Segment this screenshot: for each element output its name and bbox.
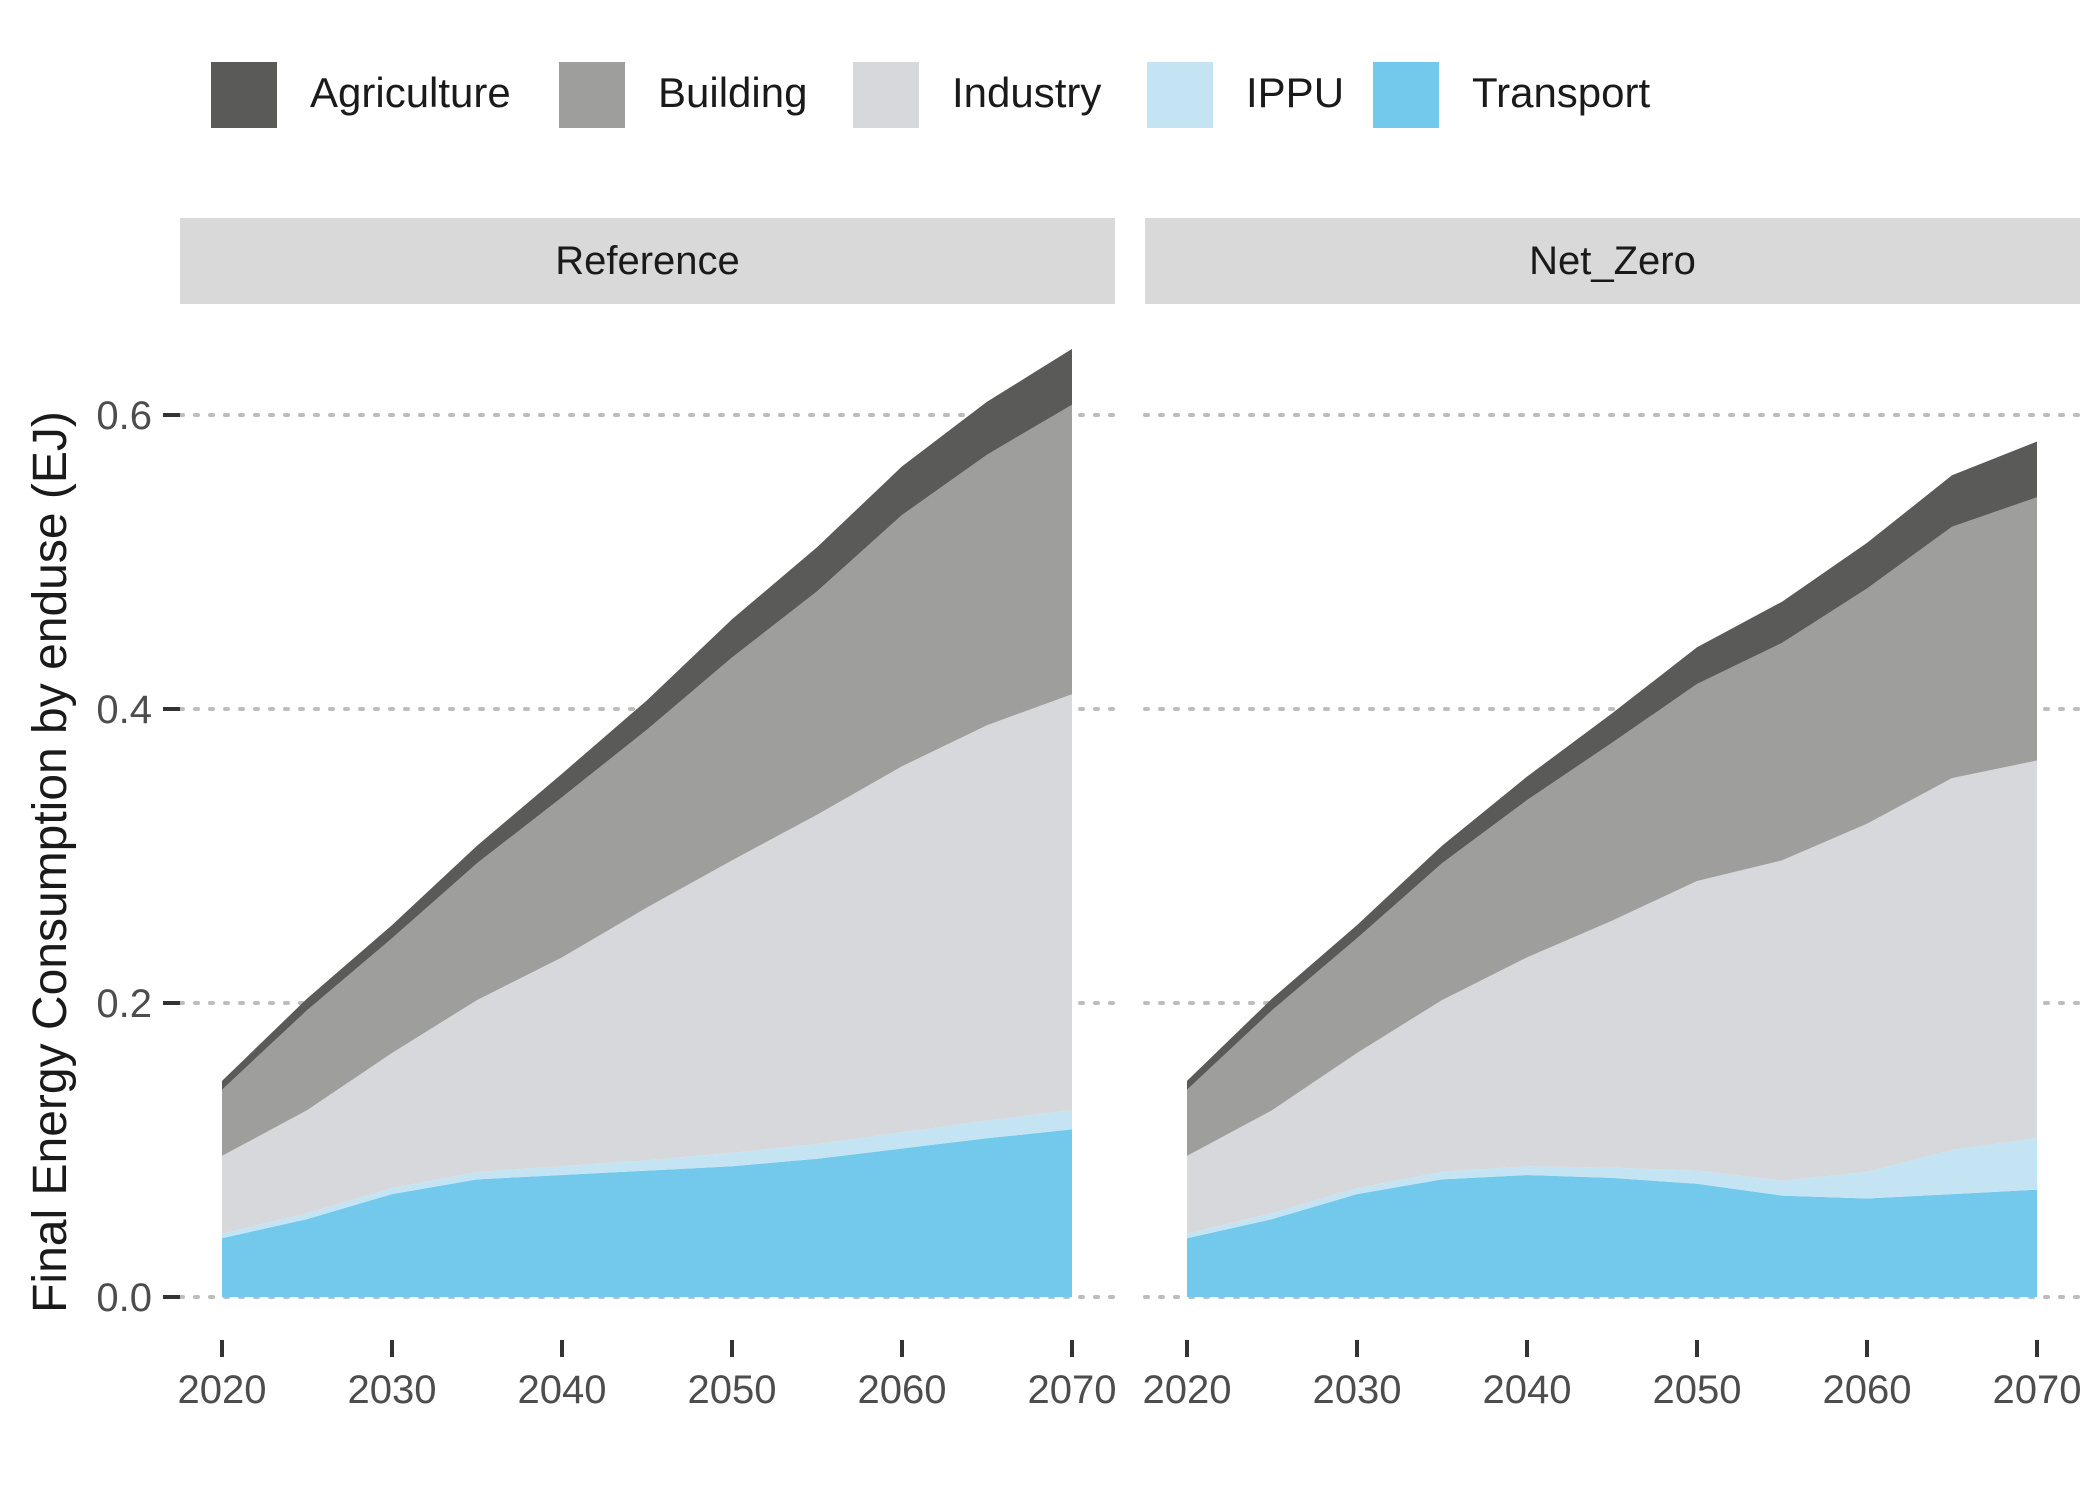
area-layer-reference — [222, 348, 1072, 1297]
legend-label-ippu: IPPU — [1246, 69, 1344, 116]
legend: Agriculture Building Industry IPPU Transport — [211, 62, 1651, 128]
legend-item-transport: Transport — [1373, 62, 1651, 128]
area-agriculture-net-zero — [1187, 441, 2037, 1090]
axes: 2020 2030 2040 2050 2060 2070 2020 2030 2040 2050… — [24, 394, 2081, 1412]
x-tick-label-reference: 2030 — [348, 1368, 437, 1412]
panels: Reference Net_Zero — [178, 218, 2082, 1299]
legend-item-industry: Industry — [853, 62, 1101, 128]
x-tick-label-net-zero: 2020 — [1143, 1368, 1232, 1412]
area-ippu-reference — [222, 1110, 1072, 1239]
legend-swatch-industry — [853, 62, 919, 128]
legend-swatch-agriculture — [211, 62, 277, 128]
legend-swatch-transport — [1373, 62, 1439, 128]
x-tick-label-reference: 2020 — [178, 1368, 267, 1412]
area-industry-reference — [222, 694, 1072, 1234]
area-agriculture-reference — [222, 348, 1072, 1090]
area-layer-net-zero — [1187, 441, 2037, 1297]
y-tick-label: 0.6 — [96, 394, 152, 438]
panel-net-zero: Net_Zero — [1143, 218, 2082, 1299]
legend-item-building: Building — [559, 62, 807, 128]
x-tick-label-net-zero: 2030 — [1313, 1368, 1402, 1412]
area-industry-net-zero — [1187, 760, 2037, 1234]
facet-label-net-zero: Net_Zero — [1529, 239, 1696, 283]
x-tick-label-reference: 2040 — [518, 1368, 607, 1412]
x-tick-label-reference: 2070 — [1028, 1368, 1117, 1412]
legend-swatch-ippu — [1147, 62, 1213, 128]
area-building-reference — [222, 404, 1072, 1156]
area-building-net-zero — [1187, 497, 2037, 1156]
facet-strip-reference — [180, 218, 1115, 304]
legend-label-agriculture: Agriculture — [310, 69, 511, 116]
legend-label-building: Building — [658, 69, 807, 116]
area-transport-reference — [222, 1129, 1072, 1297]
x-tick-label-reference: 2050 — [688, 1368, 777, 1412]
y-tick-label: 0.4 — [96, 688, 152, 732]
legend-item-ippu: IPPU — [1147, 62, 1344, 128]
y-tick-label: 0.0 — [96, 1276, 152, 1320]
x-tick-label-net-zero: 2050 — [1653, 1368, 1742, 1412]
panel-reference: Reference — [178, 218, 1117, 1299]
area-transport-net-zero — [1187, 1175, 2037, 1297]
legend-label-transport: Transport — [1472, 69, 1651, 116]
x-tick-label-reference: 2060 — [858, 1368, 947, 1412]
x-tick-label-net-zero: 2060 — [1823, 1368, 1912, 1412]
x-tick-label-net-zero: 2070 — [1993, 1368, 2082, 1412]
facet-label-reference: Reference — [555, 239, 740, 283]
y-axis-title: Final Energy Consumption by enduse (EJ) — [24, 411, 77, 1313]
legend-label-industry: Industry — [952, 69, 1101, 116]
legend-item-agriculture: Agriculture — [211, 62, 511, 128]
facet-strip-net-zero — [1145, 218, 2080, 304]
x-tick-label-net-zero: 2040 — [1483, 1368, 1572, 1412]
y-tick-label: 0.2 — [96, 982, 152, 1026]
legend-swatch-building — [559, 62, 625, 128]
